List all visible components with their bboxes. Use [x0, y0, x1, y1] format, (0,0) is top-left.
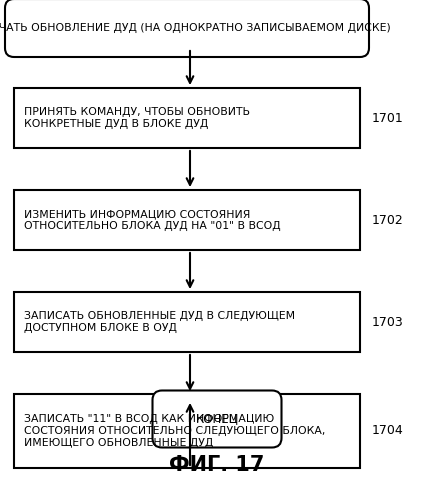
Text: КОНЕЦ: КОНЕЦ — [196, 413, 238, 426]
Text: 1704: 1704 — [372, 425, 404, 438]
Text: ПРИНЯТЬ КОМАНДУ, ЧТОБЫ ОБНОВИТЬ
КОНКРЕТНЫЕ ДУД В БЛОКЕ ДУД: ПРИНЯТЬ КОМАНДУ, ЧТОБЫ ОБНОВИТЬ КОНКРЕТН… — [24, 107, 250, 129]
Bar — [14, 88, 360, 148]
Bar — [14, 292, 360, 352]
Bar — [14, 394, 360, 468]
Text: ФИГ. 17: ФИГ. 17 — [169, 455, 265, 475]
Text: ИЗМЕНИТЬ ИНФОРМАЦИЮ СОСТОЯНИЯ
ОТНОСИТЕЛЬНО БЛОКА ДУД НА "01" В ВСОД: ИЗМЕНИТЬ ИНФОРМАЦИЮ СОСТОЯНИЯ ОТНОСИТЕЛЬ… — [24, 209, 281, 231]
Bar — [14, 190, 360, 250]
Text: 1701: 1701 — [372, 111, 404, 124]
Text: ЗАПИСАТЬ ОБНОВЛЕННЫЕ ДУД В СЛЕДУЮЩЕМ
ДОСТУПНОМ БЛОКЕ В ОУД: ЗАПИСАТЬ ОБНОВЛЕННЫЕ ДУД В СЛЕДУЮЩЕМ ДОС… — [24, 311, 295, 333]
Text: 1702: 1702 — [372, 214, 404, 227]
FancyBboxPatch shape — [5, 0, 369, 57]
Text: НАЧАТЬ ОБНОВЛЕНИЕ ДУД (НА ОДНОКРАТНО ЗАПИСЫВАЕМОМ ДИСКЕ): НАЧАТЬ ОБНОВЛЕНИЕ ДУД (НА ОДНОКРАТНО ЗАП… — [0, 23, 391, 33]
Text: 1703: 1703 — [372, 315, 404, 328]
Text: ЗАПИСАТЬ "11" В ВСОД КАК ИНФОРМАЦИЮ
СОСТОЯНИЯ ОТНОСИТЕЛЬНО СЛЕДУЮЩЕГО БЛОКА,
ИМЕ: ЗАПИСАТЬ "11" В ВСОД КАК ИНФОРМАЦИЮ СОСТ… — [24, 414, 326, 448]
FancyBboxPatch shape — [152, 391, 282, 448]
